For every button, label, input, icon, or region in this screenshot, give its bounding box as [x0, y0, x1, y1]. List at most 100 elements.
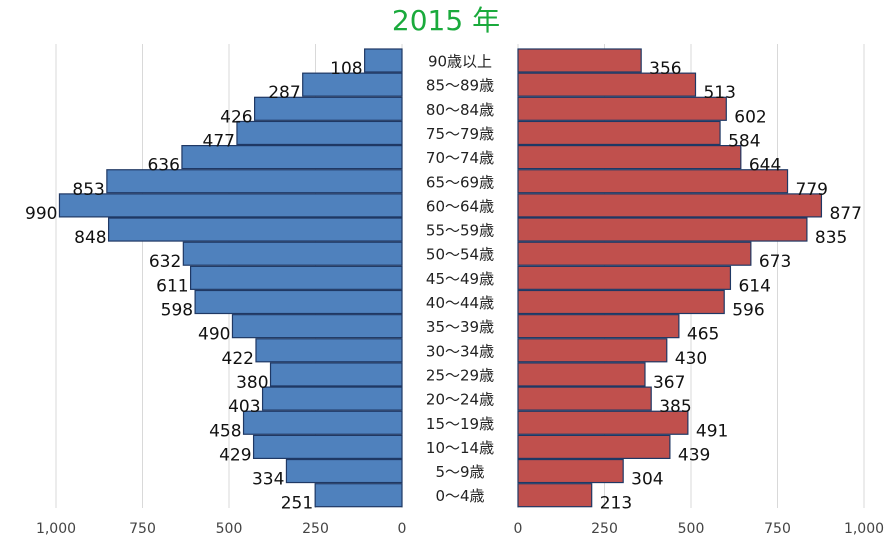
x-tick-label-right: 0	[514, 521, 523, 537]
data-label-left: 251	[281, 494, 313, 514]
age-group-label: 80〜84歳	[426, 101, 494, 119]
chart-title: 2015 年	[392, 4, 500, 37]
data-label-left: 636	[147, 156, 179, 176]
x-tick-label-left: 500	[216, 521, 243, 537]
x-tick-label-right: 500	[678, 521, 705, 537]
data-label-right: 367	[653, 373, 685, 393]
bar-right	[517, 169, 789, 194]
bar-left	[189, 265, 403, 290]
bar-left	[252, 434, 403, 459]
data-label-left: 429	[219, 445, 251, 465]
age-group-label: 65〜69歳	[426, 173, 494, 191]
data-label-right: 673	[759, 252, 791, 272]
bar-right	[517, 289, 725, 315]
labels: 0 0 250 250 500 500 750 750 1,000 1,000 108 356 90歳以…	[25, 53, 884, 538]
data-label-right: 491	[696, 421, 728, 441]
data-label-left: 853	[72, 180, 104, 200]
bar-left	[181, 145, 403, 170]
bar-right	[517, 72, 697, 97]
data-label-left: 598	[161, 301, 193, 321]
bar-right	[517, 265, 732, 290]
data-label-right: 644	[749, 156, 781, 176]
bar-right	[517, 458, 624, 484]
age-group-label: 15〜19歳	[426, 415, 494, 433]
data-label-left: 477	[203, 131, 235, 151]
data-label-right: 356	[649, 59, 681, 79]
bar-right	[517, 120, 721, 146]
age-group-label: 45〜49歳	[426, 270, 494, 288]
bar-right	[517, 241, 752, 266]
data-label-left: 990	[25, 204, 57, 224]
age-group-label: 85〜89歳	[426, 77, 494, 95]
data-label-right: 614	[738, 276, 770, 296]
bar-left	[314, 483, 403, 508]
data-label-right: 584	[728, 131, 760, 151]
x-tick-label-left: 1,000	[36, 521, 76, 537]
x-tick-label-left: 250	[302, 521, 329, 537]
bar-left	[254, 96, 403, 121]
bar-right	[517, 483, 593, 508]
bar-right	[517, 48, 642, 73]
x-tick-label-left: 750	[129, 521, 156, 537]
age-group-label: 55〜59歳	[426, 222, 494, 240]
bars	[58, 48, 823, 508]
bar-left	[236, 120, 403, 146]
bar-right	[517, 386, 652, 411]
data-label-right: 877	[829, 204, 861, 224]
x-tick-label-right: 250	[591, 521, 618, 537]
age-group-label: 20〜24歳	[426, 391, 494, 409]
bar-right	[517, 145, 742, 170]
age-group-label: 5〜9歳	[435, 463, 484, 481]
age-group-label: 90歳以上	[428, 53, 492, 71]
bar-left	[242, 410, 403, 435]
data-label-right: 596	[732, 301, 764, 321]
data-label-right: 304	[631, 470, 663, 490]
data-label-left: 108	[330, 59, 362, 79]
age-group-label: 60〜64歳	[426, 197, 494, 215]
data-label-right: 779	[796, 180, 828, 200]
data-label-left: 380	[236, 373, 268, 393]
bar-right	[517, 217, 808, 242]
x-tick-label-right: 750	[764, 521, 791, 537]
bar-right	[517, 434, 671, 459]
age-group-label: 0〜4歳	[435, 487, 484, 505]
data-label-right: 385	[659, 397, 691, 417]
bar-left	[231, 314, 403, 339]
bar-left	[364, 48, 403, 73]
data-label-right: 513	[703, 83, 735, 103]
data-label-right: 465	[687, 325, 719, 345]
bar-left	[194, 289, 403, 315]
data-label-right: 602	[734, 107, 766, 127]
bar-right	[517, 314, 680, 339]
age-group-label: 25〜29歳	[426, 366, 494, 384]
data-label-right: 835	[815, 228, 847, 248]
bar-right	[517, 410, 689, 435]
bar-right	[517, 338, 668, 363]
age-group-label: 75〜79歳	[426, 125, 494, 143]
data-label-left: 287	[268, 83, 300, 103]
age-group-label: 50〜54歳	[426, 246, 494, 264]
bar-left	[107, 217, 403, 242]
age-group-label: 40〜44歳	[426, 294, 494, 312]
bar-left	[302, 72, 403, 97]
bar-left	[261, 386, 403, 411]
bar-left	[58, 193, 403, 218]
bar-right	[517, 362, 646, 387]
x-tick-label-right: 1,000	[844, 521, 884, 537]
age-group-label: 35〜39歳	[426, 318, 494, 336]
data-label-left: 848	[74, 228, 106, 248]
bar-right	[517, 96, 727, 121]
age-group-label: 30〜34歳	[426, 342, 494, 360]
data-label-right: 213	[600, 494, 632, 514]
bar-left	[106, 169, 403, 194]
bar-left	[285, 458, 403, 484]
data-label-left: 426	[220, 107, 252, 127]
data-label-left: 632	[149, 252, 181, 272]
data-label-left: 403	[228, 397, 260, 417]
data-label-left: 458	[209, 421, 241, 441]
age-group-label: 70〜74歳	[426, 149, 494, 167]
bar-right	[517, 193, 823, 218]
data-label-left: 422	[222, 349, 254, 369]
bar-left	[182, 241, 403, 266]
